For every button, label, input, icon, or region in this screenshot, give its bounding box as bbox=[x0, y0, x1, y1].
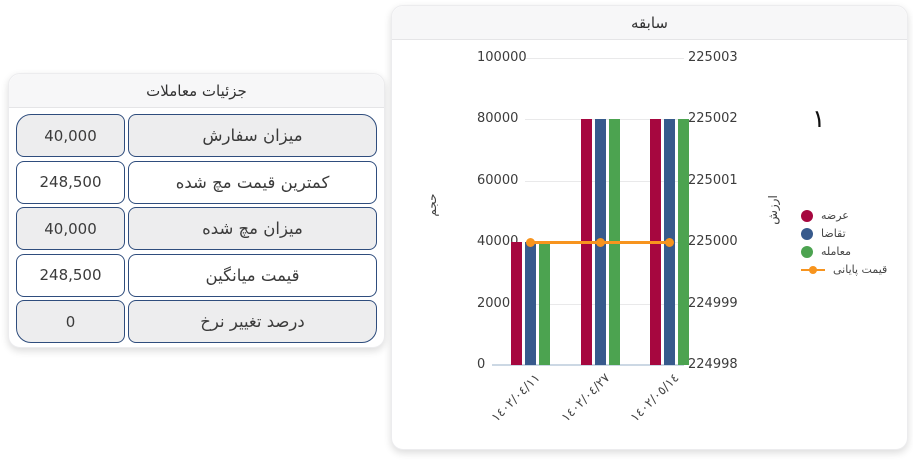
left-axis-tick: 40000 bbox=[477, 234, 519, 250]
legend-label: معامله bbox=[821, 245, 851, 258]
right-axis-tick: 224999 bbox=[688, 295, 738, 311]
order-amount-label: میزان سفارش bbox=[128, 114, 377, 157]
x-axis-date-label: ١٤٠٢/٠٥/١٤ bbox=[627, 370, 682, 425]
left-axis-tick: 60000 bbox=[477, 172, 519, 188]
trade-marker-icon bbox=[801, 245, 813, 258]
rate-change-percent-label: درصد تغییر نرخ bbox=[128, 300, 377, 343]
history-card: سابقه حجم ارزش ۱ عرضه تقاضا معامله bbox=[391, 5, 908, 450]
table-row: 248,500 قیمت میانگین bbox=[16, 253, 377, 297]
closing-price-point bbox=[525, 237, 535, 247]
supply-marker-icon bbox=[801, 209, 813, 222]
closing-price-point bbox=[664, 237, 674, 247]
table-row: 248,500 کمترین قیمت مچ شده bbox=[16, 160, 377, 204]
closing-price-marker-icon bbox=[801, 264, 825, 276]
average-price-value: 248,500 bbox=[16, 253, 125, 297]
table-row: 40,000 میزان سفارش bbox=[16, 114, 377, 157]
bar-معامله bbox=[538, 242, 550, 365]
right-axis-tick: 225003 bbox=[688, 50, 738, 65]
right-axis-title: ارزش bbox=[766, 195, 780, 225]
legend-label: قیمت پایانی bbox=[833, 263, 888, 276]
details-table: 40,000 میزان سفارش 248,500 کمترین قیمت م… bbox=[9, 108, 384, 349]
closing-price-point bbox=[595, 237, 605, 247]
details-card: جزئیات معاملات 40,000 میزان سفارش 248,50… bbox=[8, 73, 385, 348]
history-chart: حجم ارزش ۱ عرضه تقاضا معامله bbox=[392, 6, 907, 449]
x-axis-line bbox=[492, 364, 684, 366]
right-axis-tick: 224998 bbox=[688, 357, 738, 372]
history-card-title: سابقه bbox=[631, 14, 668, 32]
chart-legend: عرضه تقاضا معامله قیمت پایانی bbox=[801, 209, 887, 276]
legend-item-demand[interactable]: تقاضا bbox=[801, 227, 887, 240]
left-axis-title: حجم bbox=[425, 193, 439, 217]
matched-amount-value: 40,000 bbox=[16, 207, 125, 250]
left-axis-tick: 0 bbox=[477, 357, 486, 372]
left-axis-tick: 80000 bbox=[477, 111, 519, 127]
details-card-header: جزئیات معاملات bbox=[9, 74, 384, 108]
table-row: 40,000 میزان مچ شده bbox=[16, 207, 377, 250]
right-axis-tick: 225002 bbox=[688, 111, 738, 127]
bar-معامله bbox=[677, 119, 689, 365]
average-price-label: قیمت میانگین bbox=[128, 253, 377, 297]
stray-digit: ۱ bbox=[812, 104, 826, 133]
lowest-matched-price-value: 248,500 bbox=[16, 160, 125, 204]
left-axis-tick: 20000 bbox=[477, 295, 519, 311]
legend-item-supply[interactable]: عرضه bbox=[801, 209, 887, 222]
legend-item-closing-price[interactable]: قیمت پایانی bbox=[801, 263, 887, 276]
order-amount-value: 40,000 bbox=[16, 114, 125, 157]
details-card-title: جزئیات معاملات bbox=[146, 82, 247, 100]
table-row: 0 درصد تغییر نرخ bbox=[16, 300, 377, 343]
bar-عرضه bbox=[510, 242, 522, 365]
left-axis-tick: 100000 bbox=[477, 50, 527, 65]
right-axis-tick: 225000 bbox=[688, 234, 738, 250]
gridline bbox=[525, 58, 684, 59]
right-axis-tick: 225001 bbox=[688, 172, 738, 188]
lowest-matched-price-label: کمترین قیمت مچ شده bbox=[128, 160, 377, 204]
demand-marker-icon bbox=[801, 227, 813, 240]
legend-label: تقاضا bbox=[821, 227, 846, 240]
history-card-header: سابقه bbox=[392, 6, 907, 40]
legend-item-trade[interactable]: معامله bbox=[801, 245, 887, 258]
matched-amount-label: میزان مچ شده bbox=[128, 207, 377, 250]
bar-تقاضا bbox=[524, 242, 536, 365]
legend-label: عرضه bbox=[821, 209, 849, 222]
rate-change-percent-value: 0 bbox=[16, 300, 125, 343]
